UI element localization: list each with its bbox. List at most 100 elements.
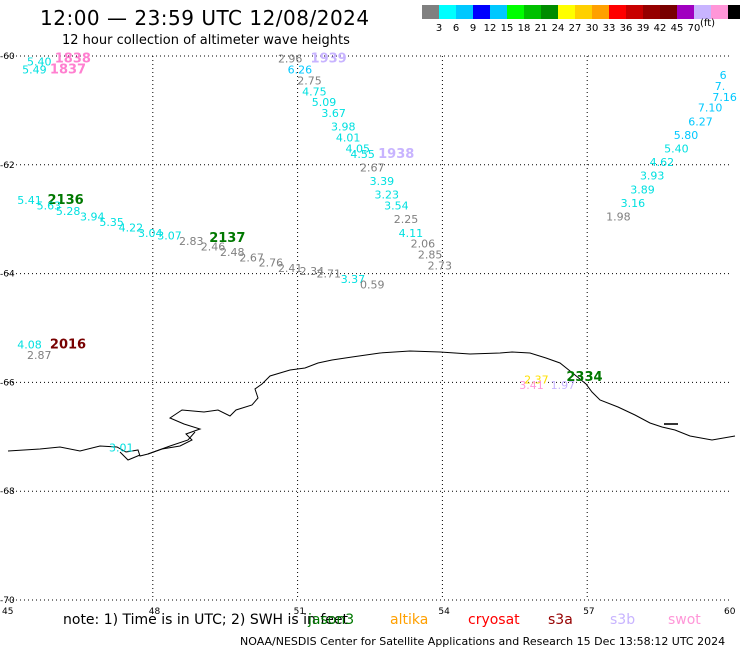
legend-swatch: [422, 5, 439, 19]
wave-height-label: 6.27: [688, 115, 713, 128]
lat-tick-label: -66: [0, 378, 15, 388]
legend-label: 33: [602, 23, 616, 34]
pass-time-label: 2136: [48, 193, 84, 208]
legend-swatch: [575, 5, 592, 19]
wave-height-label: 2.34: [300, 265, 325, 278]
wave-height-label: 3.67: [321, 107, 346, 120]
legend-label: 39: [636, 23, 650, 34]
wave-height-label: 4.08: [17, 338, 42, 351]
lat-tick-label: -70: [0, 596, 15, 606]
wave-height-label: 5.40: [664, 142, 689, 155]
pass-time-label: 1939: [311, 52, 347, 67]
wave-height-label: 3.41: [519, 379, 544, 392]
wave-height-label: 2.48: [220, 246, 245, 259]
wave-height-label: 2.06: [411, 238, 436, 251]
legend-swatch: [728, 5, 740, 19]
satellite-name: cryosat: [468, 612, 520, 628]
wave-height-label: 3.89: [630, 183, 655, 196]
wave-height-label: 2.75: [297, 74, 322, 87]
legend-swatch: [558, 5, 575, 19]
wave-height-label: 4.05: [346, 142, 371, 155]
legend-unit: (ft): [700, 18, 716, 29]
lat-tick-label: -62: [0, 161, 15, 171]
legend-swatch: [660, 5, 677, 19]
wave-height-label: 6: [720, 69, 727, 82]
legend-swatch: [473, 5, 490, 19]
legend-label: 30: [585, 23, 599, 34]
wave-height-label: 1.97: [551, 379, 576, 392]
wave-height-label: 4.11: [399, 227, 424, 240]
legend-swatch: [456, 5, 473, 19]
satellite-name: s3b: [610, 612, 636, 628]
wave-height-label: 2.71: [317, 268, 342, 281]
satellite-name: swot: [668, 612, 701, 628]
lon-tick-label: 48: [149, 607, 161, 617]
wave-height-label: 5.28: [56, 205, 81, 218]
wave-height-label: 4.01: [336, 132, 361, 145]
wave-height-label: 3.04: [138, 227, 163, 240]
legend-label: 6: [452, 23, 460, 34]
wave-height-label: 3.98: [331, 121, 356, 134]
pass-time-label: 1838: [55, 52, 91, 67]
wave-height-label: 2.76: [259, 257, 284, 270]
wave-height-label: 4.75: [302, 85, 327, 98]
lat-tick-label: -60: [0, 52, 15, 62]
pass-time-label: 1938: [378, 147, 414, 162]
wave-height-label: 2.85: [418, 249, 443, 262]
satellite-name: altika: [390, 612, 429, 628]
wave-height-label: 5.63: [37, 200, 62, 213]
satellite-name: s3a: [548, 612, 573, 628]
wave-height-label: 5.80: [674, 129, 699, 142]
legend-label: 36: [619, 23, 633, 34]
lon-tick-label: 60: [724, 607, 736, 617]
legend-label: 18: [517, 23, 531, 34]
wave-height-label: 3.23: [374, 189, 399, 202]
wave-height-label: 2.73: [428, 259, 453, 272]
legend-swatch: [541, 5, 558, 19]
wave-height-label: 3.93: [640, 170, 665, 183]
wave-height-label: 7.16: [712, 91, 737, 104]
lat-lon-grid: 45 48 51 54 57 60 -60 -62 -64 -66 -68 -70: [0, 52, 736, 617]
legend-label: 21: [534, 23, 548, 34]
coastline-inlet: [119, 431, 196, 461]
wave-height-label: 3.37: [341, 273, 366, 286]
legend-label: 42: [653, 23, 667, 34]
satellite-name: jason3: [308, 612, 355, 628]
wave-height-label: 5.40: [27, 55, 52, 68]
wave-height-label: 5.09: [312, 96, 337, 109]
wave-height-label: 2.37: [524, 374, 549, 387]
legend-label: 15: [500, 23, 514, 34]
wave-height-label: 2.41: [278, 262, 303, 275]
legend-label: 45: [670, 23, 684, 34]
legend-swatch: [626, 5, 643, 19]
legend-swatch: [677, 5, 694, 19]
legend-swatch: [711, 5, 728, 19]
wave-height-label: 4.55: [350, 148, 375, 161]
wave-height-label: 2.67: [360, 162, 385, 175]
footer-credit: NOAA/NESDIS Center for Satellite Applica…: [240, 635, 726, 648]
lat-tick-label: -68: [0, 487, 15, 497]
wave-height-label: 7.: [715, 80, 726, 93]
wave-height-label: 1.98: [606, 210, 631, 223]
pass-time-label: 2016: [50, 337, 86, 352]
wave-height-label: 4.22: [119, 221, 143, 234]
lon-tick-label: 51: [294, 607, 305, 617]
legend-label: 12: [483, 23, 497, 34]
coastline: [7, 350, 736, 457]
wave-height-label: 3.16: [621, 197, 646, 210]
legend-label: 70: [687, 23, 701, 34]
pass-time-label: 2334: [566, 370, 602, 385]
legend-label: 27: [568, 23, 582, 34]
legend-swatch: [524, 5, 541, 19]
wave-height-label: 6.26: [288, 64, 313, 77]
wave-height-label: 2.87: [27, 349, 52, 362]
wave-height-label: 2.96: [278, 53, 303, 66]
wave-height-label: 0.59: [360, 278, 385, 291]
wave-height-label: 3.54: [384, 200, 409, 213]
legend-swatch: [694, 5, 711, 19]
legend-swatch: [439, 5, 456, 19]
wave-height-label: 5.49: [22, 64, 46, 77]
pass-time-label: 1837: [50, 63, 86, 78]
wave-height-label: 3.94: [80, 210, 105, 223]
